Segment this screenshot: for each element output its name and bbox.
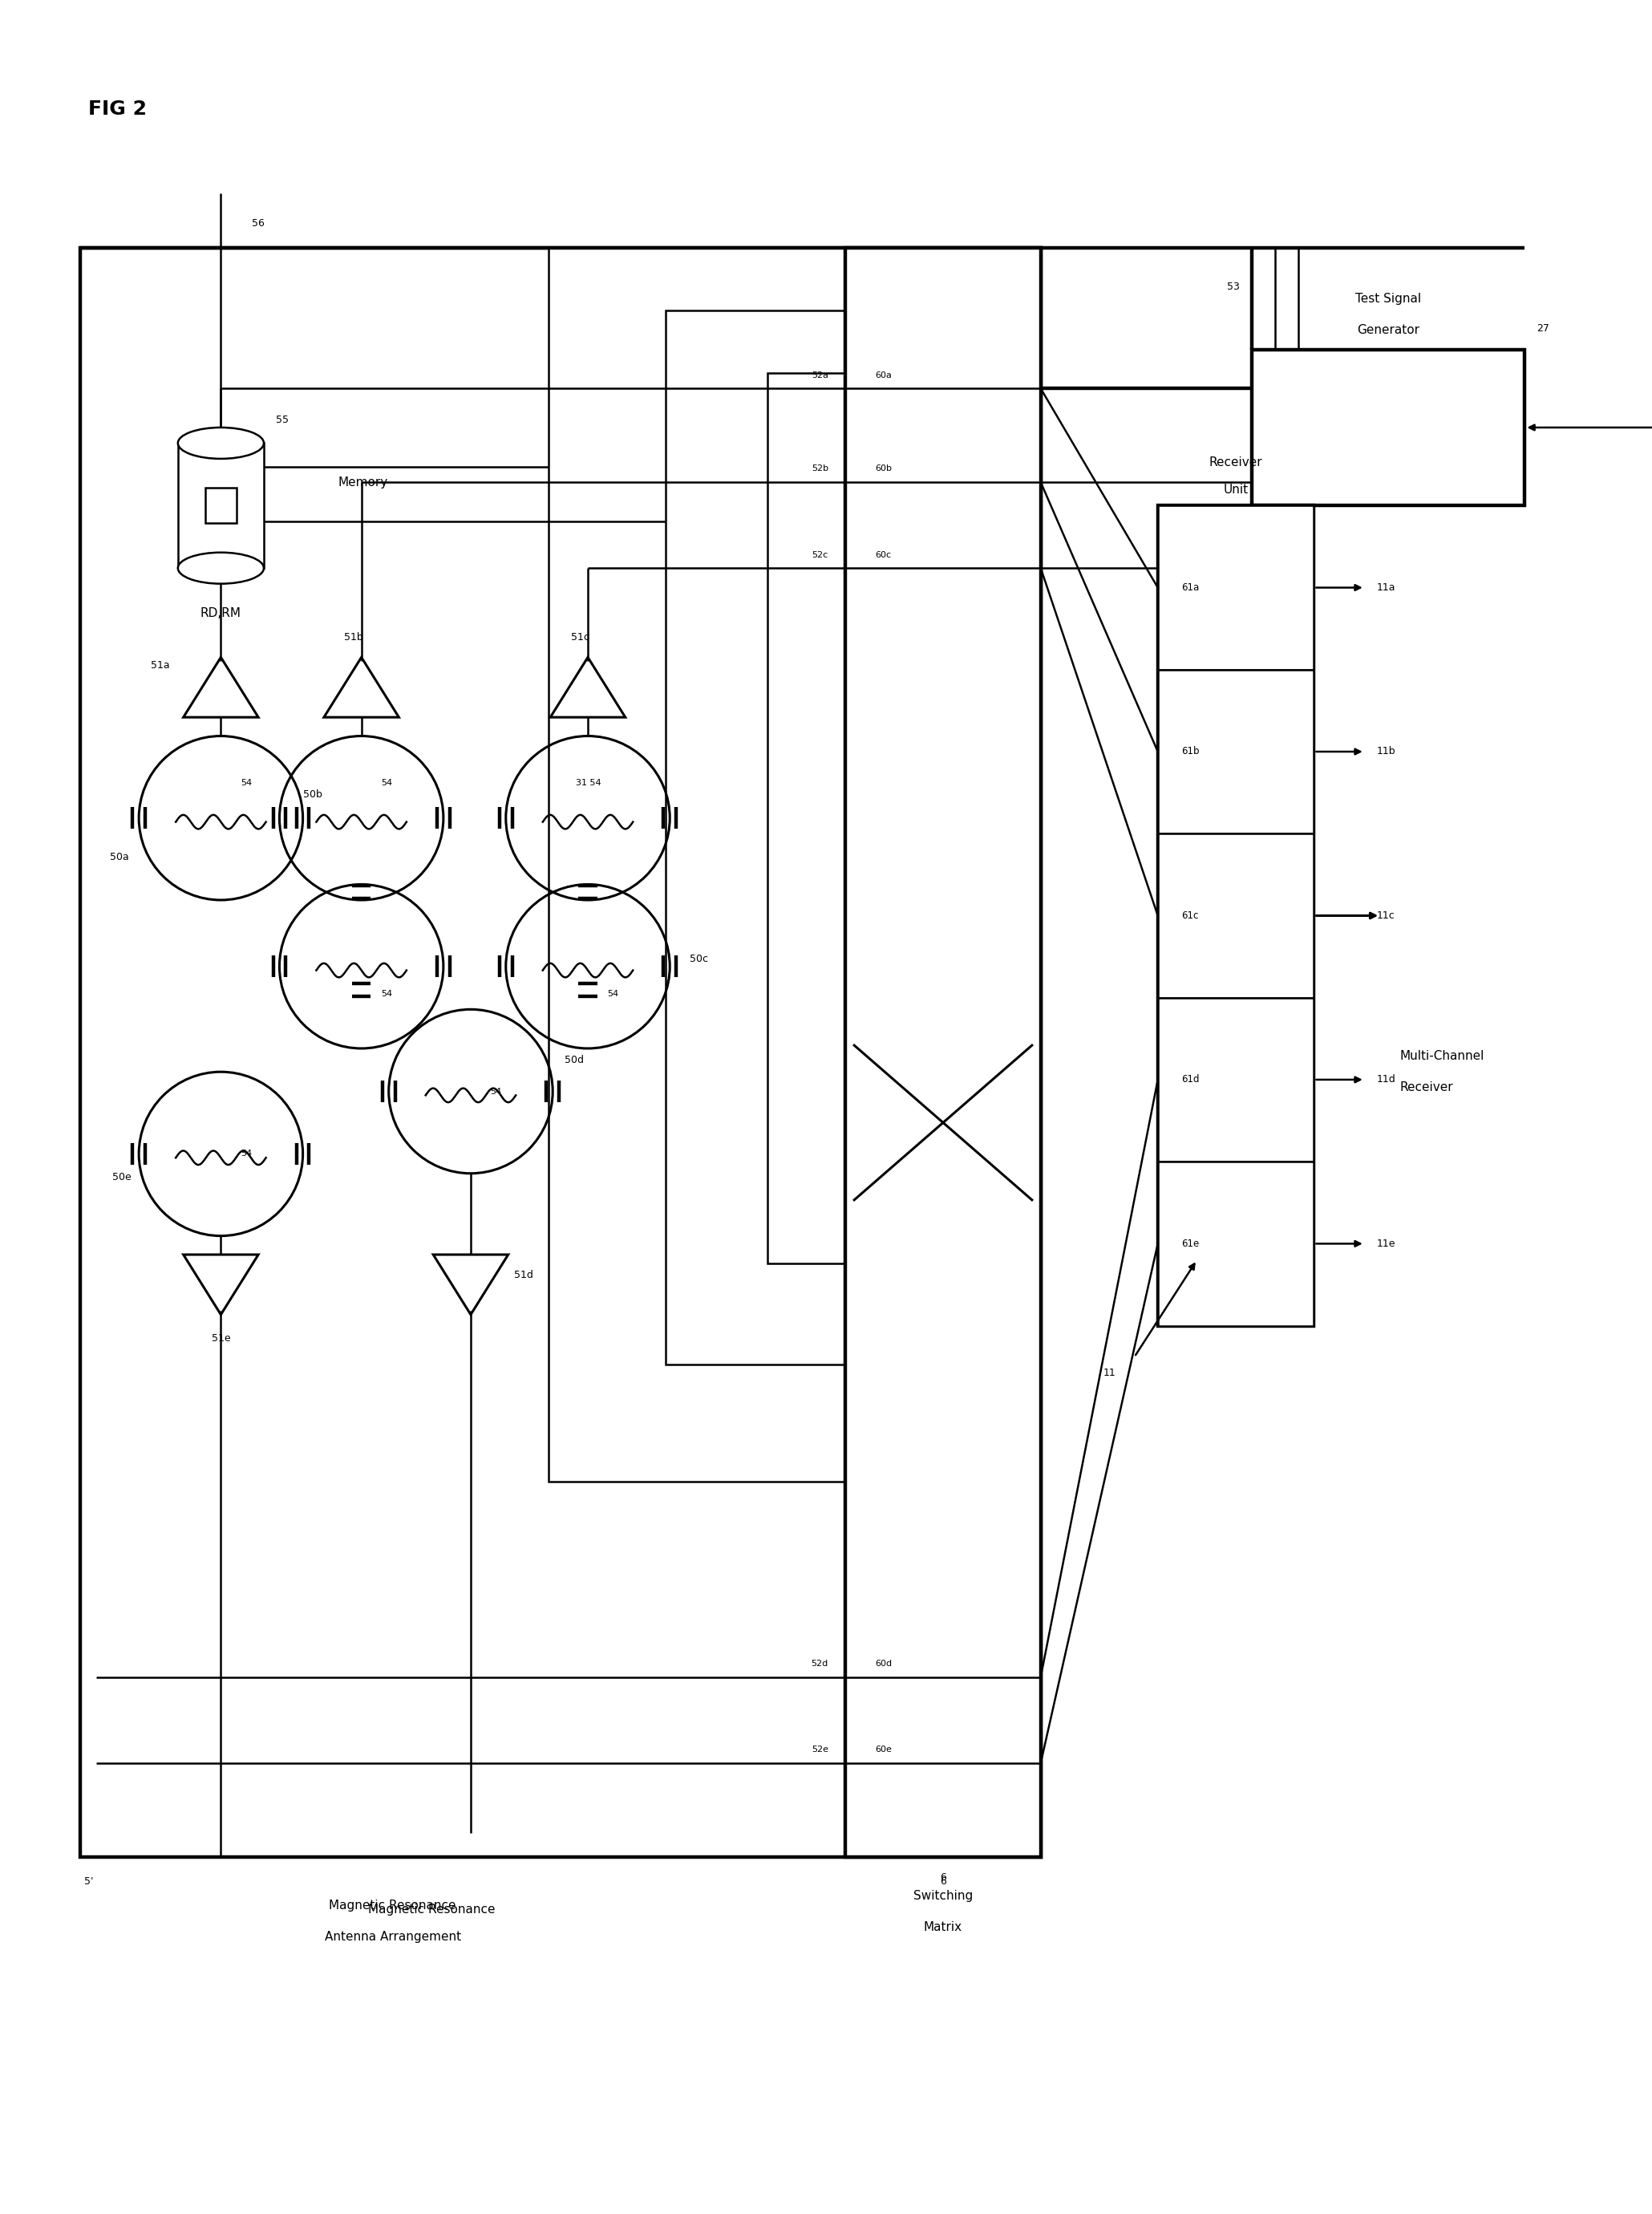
- Text: 60b: 60b: [876, 465, 892, 474]
- Text: Receiver: Receiver: [1399, 1080, 1454, 1094]
- Text: 54: 54: [382, 990, 392, 999]
- Text: 50c: 50c: [689, 954, 707, 963]
- Text: 11e: 11e: [1376, 1238, 1396, 1249]
- Text: 6: 6: [940, 1875, 947, 1886]
- Text: 50a: 50a: [109, 852, 129, 861]
- Bar: [1158, 505, 1313, 1326]
- Bar: [846, 248, 1041, 1858]
- Bar: [666, 310, 1041, 1364]
- Bar: [81, 248, 1041, 1858]
- Text: 53: 53: [1227, 281, 1239, 292]
- Bar: [1252, 350, 1525, 505]
- Text: 51c: 51c: [572, 631, 590, 642]
- Bar: [1158, 999, 1313, 1162]
- Text: 11a: 11a: [1376, 582, 1396, 593]
- Text: 50b: 50b: [304, 790, 322, 799]
- Bar: [1158, 835, 1313, 999]
- Text: Antenna Arrangement: Antenna Arrangement: [324, 1931, 461, 1944]
- Bar: [178, 443, 264, 569]
- Text: 51a: 51a: [150, 660, 170, 671]
- Ellipse shape: [178, 554, 264, 584]
- Text: 60c: 60c: [876, 551, 892, 558]
- Text: 54: 54: [241, 1149, 251, 1158]
- Text: 52e: 52e: [811, 1745, 828, 1753]
- Text: 52a: 52a: [811, 372, 828, 379]
- Text: RD,RM: RD,RM: [200, 607, 241, 620]
- Text: 5': 5': [84, 1875, 94, 1886]
- Text: Multi-Channel: Multi-Channel: [1399, 1049, 1485, 1063]
- Text: 11b: 11b: [1376, 746, 1396, 757]
- Text: 51b: 51b: [344, 631, 363, 642]
- Ellipse shape: [178, 427, 264, 458]
- Text: 60a: 60a: [876, 372, 892, 379]
- Text: 54: 54: [491, 1087, 502, 1096]
- Text: Magnetic Resonance: Magnetic Resonance: [329, 1900, 456, 1911]
- Text: 61b: 61b: [1181, 746, 1199, 757]
- Bar: [548, 248, 1041, 1481]
- Text: 61a: 61a: [1181, 582, 1199, 593]
- Bar: [1158, 669, 1313, 835]
- Text: 52c: 52c: [813, 551, 828, 558]
- Text: 55: 55: [276, 414, 289, 425]
- Text: 11c: 11c: [1376, 910, 1394, 921]
- Text: 54: 54: [382, 779, 392, 786]
- Text: 51e: 51e: [211, 1333, 230, 1344]
- Text: Memory: Memory: [339, 476, 388, 489]
- Text: Matrix: Matrix: [923, 1922, 963, 1933]
- Text: 11d: 11d: [1376, 1074, 1396, 1085]
- Text: FIG 2: FIG 2: [88, 100, 147, 120]
- Text: 27: 27: [1536, 323, 1550, 334]
- Text: 31 54: 31 54: [577, 779, 601, 786]
- Text: 61d: 61d: [1181, 1074, 1199, 1085]
- Bar: [205, 487, 236, 523]
- Text: Test Signal: Test Signal: [1355, 292, 1421, 306]
- Text: 50d: 50d: [565, 1054, 583, 1065]
- Text: 61e: 61e: [1181, 1238, 1199, 1249]
- Bar: [1158, 1162, 1313, 1326]
- Text: Unit: Unit: [1224, 485, 1249, 496]
- Text: 6: 6: [940, 1873, 947, 1882]
- Text: 50e: 50e: [112, 1171, 131, 1182]
- Text: 54: 54: [608, 990, 620, 999]
- Text: 56: 56: [253, 217, 264, 228]
- Text: 52b: 52b: [811, 465, 828, 474]
- Text: Switching: Switching: [914, 1891, 973, 1902]
- Text: 52d: 52d: [811, 1660, 828, 1667]
- Text: 11: 11: [1104, 1368, 1115, 1377]
- Bar: [1158, 505, 1313, 669]
- Text: Magnetic Resonance: Magnetic Resonance: [368, 1904, 496, 1915]
- Text: 54: 54: [241, 779, 251, 786]
- Text: 60e: 60e: [876, 1745, 892, 1753]
- Text: 51d: 51d: [514, 1269, 534, 1280]
- Text: 61c: 61c: [1181, 910, 1198, 921]
- Text: 60d: 60d: [876, 1660, 892, 1667]
- Bar: [768, 372, 1041, 1264]
- Text: Receiver: Receiver: [1209, 456, 1262, 469]
- Text: Generator: Generator: [1356, 323, 1419, 337]
